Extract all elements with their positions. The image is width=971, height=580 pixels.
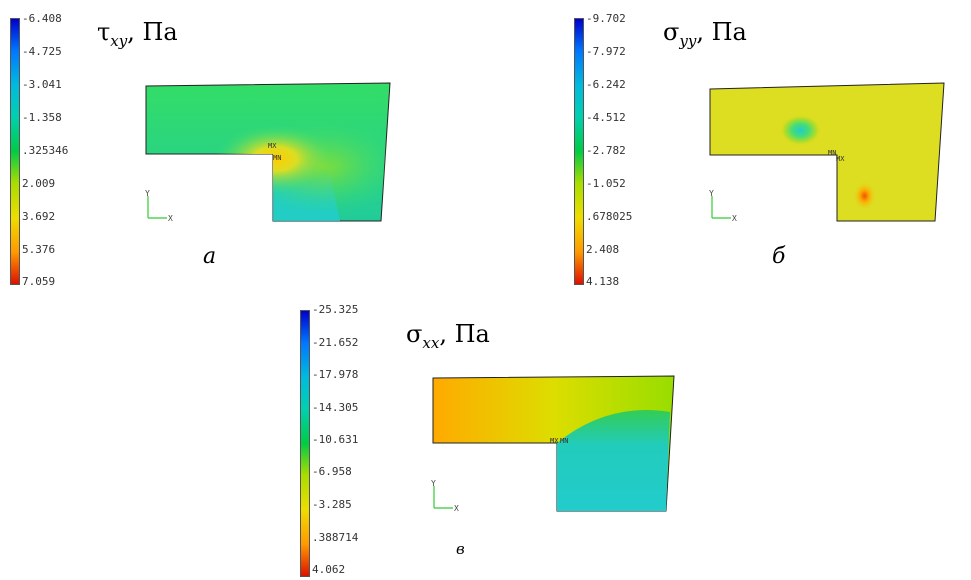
legend-value: 5.376	[22, 243, 56, 256]
legend-value: 7.059	[22, 275, 56, 288]
axis-x-label: X	[454, 504, 459, 513]
legend-value: 2.408	[586, 243, 620, 256]
axis-y-label: Y	[431, 480, 436, 488]
axis-y-label: Y	[709, 190, 714, 198]
legend-value: -6.958	[312, 465, 352, 478]
max-marker: MX	[268, 142, 277, 150]
max-marker: MX	[550, 437, 559, 445]
max-marker: MX	[836, 155, 845, 163]
legend-value: -6.408	[22, 12, 62, 25]
coordinate-triad: Y X	[145, 190, 173, 223]
title-subscript: xy	[110, 31, 128, 50]
legend-value: -1.358	[22, 111, 62, 124]
axis-y-label: Y	[145, 190, 150, 198]
legend-value: -2.782	[586, 144, 626, 157]
legend-colorbar	[300, 310, 310, 577]
min-marker: MN	[560, 437, 568, 445]
legend-value: -1.052	[586, 177, 626, 190]
contour-plot-b: MN MX	[709, 82, 945, 222]
legend-value: 4.138	[586, 275, 620, 288]
legend-value: -4.512	[586, 111, 626, 124]
legend-value: 3.692	[22, 210, 56, 223]
axis-x-label: X	[168, 214, 173, 223]
legend-colorbar	[574, 18, 584, 285]
title-unit: , Па	[696, 18, 747, 46]
legend-value: .325346	[22, 144, 69, 157]
legend-value: .388714	[312, 531, 359, 544]
legend-value: -9.702	[586, 12, 626, 25]
legend-value: -17.978	[312, 368, 359, 381]
panel-caption: в	[456, 540, 465, 558]
legend-value: -3.041	[22, 78, 62, 91]
legend-value: -6.242	[586, 78, 626, 91]
legend-value: -3.285	[312, 498, 352, 511]
coordinate-triad: Y X	[431, 480, 459, 513]
contour-plot-c: MX MN	[432, 375, 675, 512]
min-marker: MN	[828, 149, 836, 157]
panel-title: τxy, Па	[97, 18, 178, 50]
legend-value: -14.305	[312, 401, 359, 414]
contour-plot-a: MX MN	[145, 82, 391, 222]
legend-value: -10.631	[312, 433, 359, 446]
title-symbol: τ	[97, 18, 111, 46]
legend-value: -7.972	[586, 45, 626, 58]
panel-caption: б	[772, 244, 786, 269]
legend-value: -4.725	[22, 45, 62, 58]
legend-value: -21.652	[312, 336, 359, 349]
title-unit: , Па	[439, 320, 490, 348]
legend-value: -25.325	[312, 303, 359, 316]
min-marker: MN	[273, 154, 281, 162]
title-subscript: yy	[679, 31, 697, 50]
title-symbol: σ	[663, 18, 680, 46]
legend-value: .678025	[586, 210, 633, 223]
legend-colorbar	[10, 18, 20, 285]
legend-value: 4.062	[312, 563, 346, 576]
panel-title: σyy, Па	[663, 18, 747, 50]
panel-title: σxx, Па	[406, 320, 490, 352]
coordinate-triad: Y X	[709, 190, 737, 223]
title-unit: , Па	[127, 18, 178, 46]
panel-caption: а	[203, 244, 217, 269]
axis-x-label: X	[732, 214, 737, 223]
title-symbol: σ	[406, 320, 423, 348]
title-subscript: xx	[422, 333, 440, 352]
legend-value: 2.009	[22, 177, 56, 190]
